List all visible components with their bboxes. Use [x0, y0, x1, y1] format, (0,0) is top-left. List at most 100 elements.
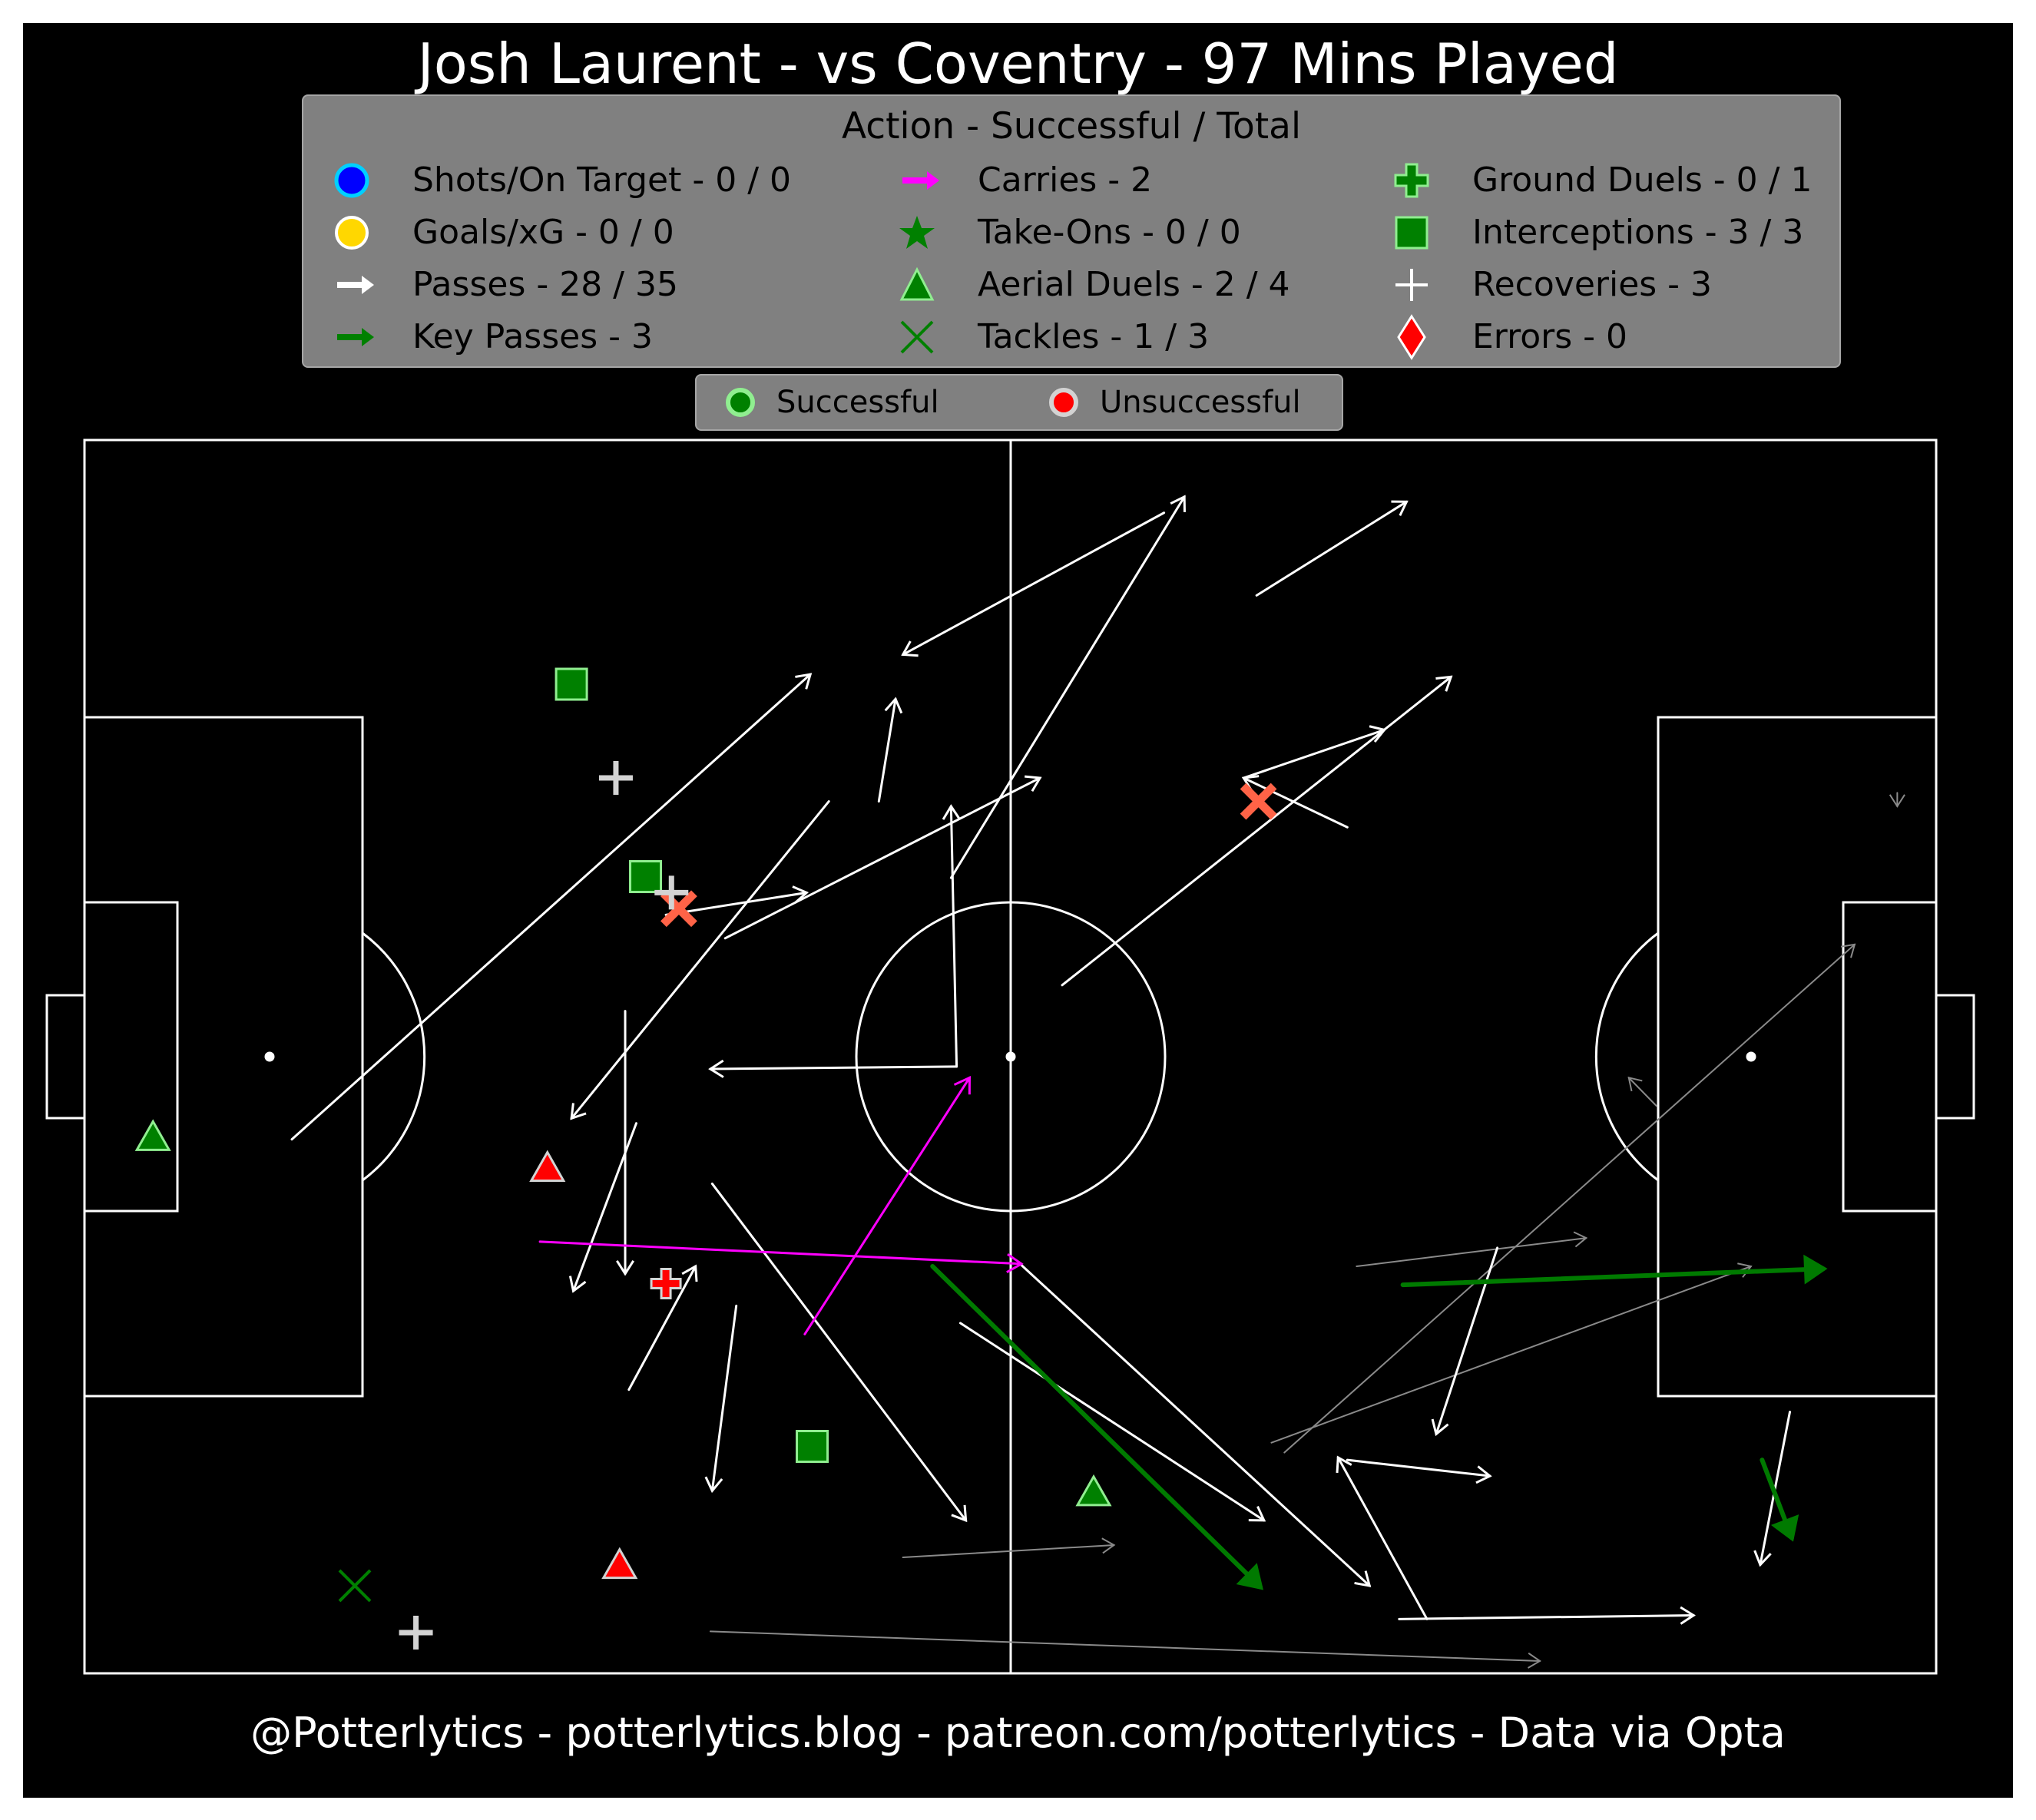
legend-item-goals: Goals/xG - 0 / 0	[333, 207, 674, 259]
pass-unsuccessful	[1283, 943, 1856, 1454]
legend-label-tackles: Tackles - 1 / 3	[978, 317, 1210, 356]
triangle-green-icon	[899, 266, 935, 301]
pass-successful-shaft	[877, 697, 897, 803]
pass-successful-shaft	[709, 1065, 958, 1070]
key-pass	[930, 1264, 1263, 1590]
pass-unsuccessful-head	[1573, 1231, 1588, 1248]
pass-successful-shaft	[627, 1265, 697, 1391]
carries-layer	[538, 1075, 1024, 1335]
pass-successful-shaft	[1346, 1458, 1491, 1478]
pass-successful	[708, 1059, 958, 1078]
interception	[629, 860, 663, 894]
pass-successful-shaft	[664, 891, 808, 916]
pass-successful-shaft	[902, 511, 1166, 656]
aerial-duel-won	[1075, 1474, 1112, 1507]
pass-successful-head	[681, 1264, 698, 1282]
status-unsuccessful-label: Unsuccessful	[1100, 385, 1301, 420]
key-pass	[1760, 1458, 1799, 1542]
markers-layer	[134, 667, 1277, 1650]
pass-successful	[901, 511, 1166, 657]
pass-successful	[723, 775, 1042, 940]
status-legend: Successful Unsuccessful	[695, 374, 1343, 431]
pass-successful-head	[1680, 1606, 1696, 1625]
pass-successful-shaft	[958, 1322, 1266, 1522]
pass-successful-head	[1354, 1570, 1372, 1587]
pass-successful-head	[901, 640, 919, 657]
legend-label-key-passes: Key Passes - 3	[412, 317, 653, 356]
successful-dot-icon	[726, 388, 755, 417]
pitch-markings	[45, 438, 1975, 1675]
pass-successful-head	[1475, 1465, 1492, 1484]
status-successful: Successful	[723, 376, 939, 429]
pass-successful-head	[1435, 675, 1453, 692]
pass-successful	[1255, 500, 1409, 597]
tackle-lost	[1240, 783, 1277, 820]
left-six-yard-box	[83, 901, 179, 1213]
carry-head	[953, 1075, 971, 1095]
key-pass-head	[1770, 1514, 1799, 1542]
legend-label-aerial-duels: Aerial Duels - 2 / 4	[978, 265, 1290, 304]
pass-successful-shaft	[290, 673, 812, 1141]
pass-unsuccessful	[1889, 792, 1905, 808]
passes-layer	[290, 495, 1792, 1625]
pass-successful-head	[942, 804, 961, 820]
pass-successful-head	[1170, 495, 1186, 512]
pass-unsuccessful-head	[1528, 1652, 1541, 1669]
left-penalty-arc	[362, 932, 426, 1182]
pass-successful-head	[1369, 725, 1387, 743]
pass-successful-shaft	[710, 1182, 968, 1522]
pass-successful-head	[1431, 1418, 1449, 1437]
legend-item-ground-duels: Ground Duels - 0 / 1	[1392, 154, 1812, 207]
right-penalty-arc	[1594, 932, 1659, 1182]
pass-successful	[704, 1304, 738, 1494]
legend-label-shots: Shots/On Target - 0 / 0	[412, 160, 792, 200]
failed-passes-layer	[709, 792, 1905, 1669]
pass-successful-head	[1025, 775, 1042, 793]
key-pass-shaft	[1400, 1266, 1826, 1288]
legend-item-aerial-duels: Aerial Duels - 2 / 4	[898, 259, 1290, 311]
recovery	[654, 875, 689, 910]
pass-successful	[664, 885, 809, 916]
pass-successful	[1020, 1263, 1372, 1587]
left-penalty-box	[83, 716, 364, 1398]
pass-successful	[1398, 1606, 1696, 1625]
status-successful-label: Successful	[776, 385, 939, 420]
status-unsuccessful: Unsuccessful	[1046, 376, 1301, 429]
legend-label-ground-duels: Ground Duels - 0 / 1	[1472, 160, 1813, 200]
aerial-duel-won	[134, 1119, 171, 1151]
pass-successful	[942, 804, 961, 1068]
pass-successful-shaft	[710, 1304, 738, 1492]
pass-successful	[290, 673, 813, 1141]
right-penalty-spot	[1746, 1051, 1756, 1062]
pass-successful-shaft	[949, 805, 958, 1068]
circle-blue-icon	[334, 163, 369, 198]
pass-successful-head	[704, 1476, 723, 1494]
pass-unsuccessful-head	[1101, 1537, 1116, 1554]
circle-gold-icon	[335, 216, 369, 250]
arrow-white-icon	[337, 276, 374, 294]
key-passes-layer	[930, 1254, 1828, 1590]
pass-successful-head	[795, 673, 813, 690]
pass-successful-head	[708, 1059, 724, 1078]
pass-successful	[1336, 1455, 1429, 1620]
pass-successful	[1242, 725, 1387, 779]
pass-unsuccessful-shaft	[1627, 1077, 1657, 1107]
unsuccessful-dot-icon	[1049, 388, 1078, 417]
legend-item-take-ons: Take-Ons - 0 / 0	[898, 207, 1241, 259]
legend-item-interceptions: Interceptions - 3 / 3	[1392, 207, 1803, 259]
square-green-icon	[1395, 216, 1429, 250]
pass-successful	[627, 1264, 698, 1391]
pass-successful-shaft	[1398, 1614, 1695, 1620]
plus-green-icon	[1394, 163, 1429, 198]
pass-successful-head	[616, 1259, 634, 1276]
pass-successful	[570, 800, 830, 1120]
pass-unsuccessful	[1627, 1076, 1657, 1107]
legend-label-goals: Goals/xG - 0 / 0	[412, 213, 674, 252]
pass-successful-head	[951, 1504, 968, 1523]
aerial-duel-lost	[529, 1150, 566, 1183]
carry	[538, 1240, 1024, 1274]
star-green-icon	[899, 216, 935, 249]
pass-successful-shaft	[1242, 728, 1386, 779]
pass-unsuccessful-shaft	[709, 1630, 1541, 1662]
